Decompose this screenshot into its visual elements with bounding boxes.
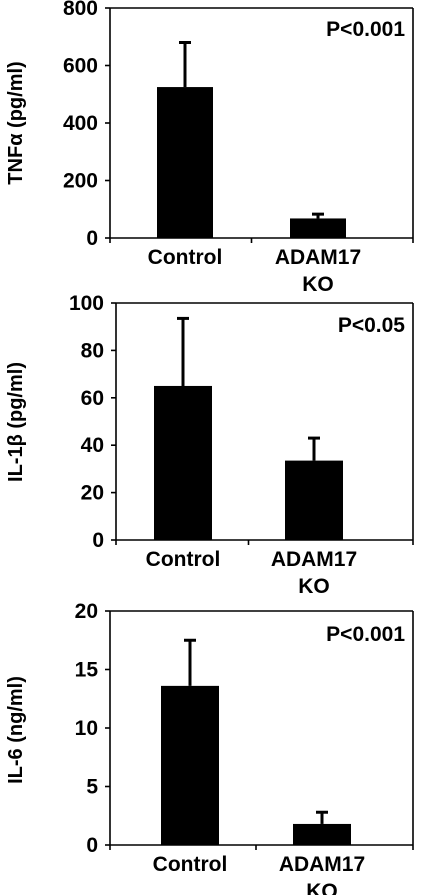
chart-2-category-label: ADAM17 [271, 548, 357, 571]
chart-2-bar-1 [154, 385, 212, 540]
chart-3-p-value-annotation: P<0.001 [326, 623, 405, 646]
chart-3-y-tick-label: 15 [75, 659, 99, 682]
chart-1-y-tick-label: 0 [86, 227, 98, 250]
chart-2-y-axis-label: IL-1β (pg/ml) [5, 362, 27, 482]
chart-3-y-tick-label: 5 [86, 776, 98, 799]
chart-3-y-tick-label: 20 [75, 600, 98, 623]
chart-1-y-tick-label: 800 [63, 0, 98, 20]
chart-2-y-tick-label: 60 [81, 387, 104, 410]
chart-2-y-tick-label: 40 [81, 434, 104, 457]
chart-2-category-label: Control [146, 548, 221, 571]
chart-3-category-label: KO [306, 880, 338, 895]
chart-1-p-value-annotation: P<0.001 [326, 18, 405, 41]
chart-3-bar-1 [161, 685, 219, 845]
chart-3-category-label: ADAM17 [279, 853, 365, 876]
chart-1-category-label: Control [148, 246, 223, 269]
chart-2-bar-2 [285, 460, 343, 540]
chart-3-category-label: Control [153, 853, 228, 876]
chart-1-bar-1 [157, 87, 213, 238]
chart-1-y-tick-label: 600 [63, 55, 98, 78]
chart-1-y-axis-label: TNFα (pg/ml) [5, 61, 27, 184]
chart-2-y-tick-label: 80 [81, 339, 104, 362]
chart-2-p-value-annotation: P<0.05 [338, 314, 405, 337]
chart-2-category-label: KO [298, 575, 330, 598]
chart-1-y-tick-label: 400 [63, 112, 98, 135]
chart-3-bar-2 [293, 823, 351, 845]
chart-2-y-tick-label: 0 [92, 529, 104, 552]
chart-1-category-label: KO [302, 273, 334, 296]
chart-2-y-tick-label: 100 [69, 292, 104, 315]
chart-3-y-axis-label: IL-6 (ng/ml) [5, 676, 27, 784]
chart-3-y-tick-label: 10 [75, 717, 98, 740]
chart-1-category-label: ADAM17 [275, 246, 361, 269]
chart-1-y-tick-label: 200 [63, 170, 98, 193]
chart-1-bar-2 [290, 218, 346, 238]
chart-2-y-tick-label: 20 [81, 482, 104, 505]
chart-3-y-tick-label: 0 [86, 834, 98, 857]
